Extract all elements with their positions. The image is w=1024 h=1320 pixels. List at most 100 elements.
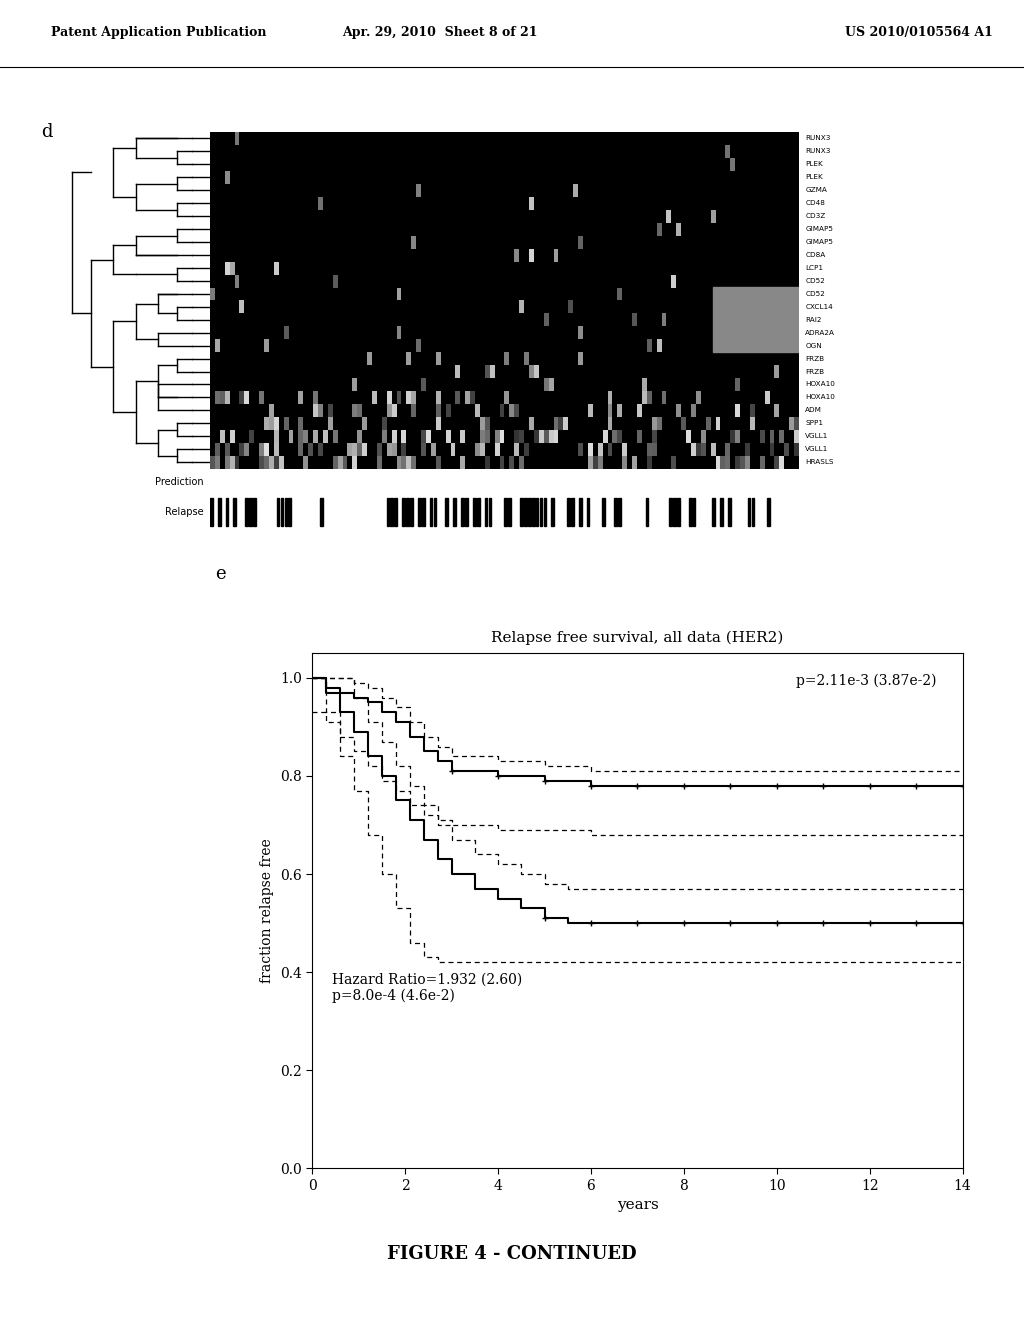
Bar <box>386 498 389 527</box>
Text: GZMA: GZMA <box>805 187 827 193</box>
Bar <box>410 498 413 527</box>
Bar <box>524 498 526 527</box>
Bar <box>571 498 573 527</box>
Bar <box>544 498 547 527</box>
Bar <box>508 498 511 527</box>
Bar <box>713 498 715 527</box>
Text: d: d <box>41 123 52 141</box>
Bar <box>618 498 621 527</box>
Bar <box>461 498 464 527</box>
Bar <box>225 498 228 527</box>
Bar <box>614 498 617 527</box>
Bar <box>587 498 590 527</box>
Bar <box>402 498 406 527</box>
Text: ADM: ADM <box>805 408 822 413</box>
Bar <box>246 498 248 527</box>
Bar <box>422 498 425 527</box>
Text: Hazard Ratio=1.932 (2.60)
p=8.0e-4 (4.6e-2): Hazard Ratio=1.932 (2.60) p=8.0e-4 (4.6e… <box>332 973 522 1003</box>
Bar <box>720 498 723 527</box>
Text: CD3Z: CD3Z <box>805 213 825 219</box>
Bar <box>551 498 554 527</box>
Bar <box>434 498 436 527</box>
Text: CD52: CD52 <box>805 290 825 297</box>
Bar <box>281 498 284 527</box>
Bar <box>473 498 476 527</box>
Bar <box>285 498 288 527</box>
Text: Relapse: Relapse <box>166 507 204 517</box>
Bar <box>484 498 487 527</box>
Bar <box>407 498 409 527</box>
Bar <box>677 498 680 527</box>
Title: Relapse free survival, all data (HER2): Relapse free survival, all data (HER2) <box>492 631 783 645</box>
Text: VGLL1: VGLL1 <box>805 446 828 453</box>
Text: VGLL1: VGLL1 <box>805 433 828 440</box>
Text: LCP1: LCP1 <box>805 265 823 271</box>
Text: SPP1: SPP1 <box>805 420 823 426</box>
Bar <box>289 498 291 527</box>
Text: FIGURE 4 - CONTINUED: FIGURE 4 - CONTINUED <box>387 1245 637 1263</box>
Text: FRZB: FRZB <box>805 355 824 362</box>
Text: Apr. 29, 2010  Sheet 8 of 21: Apr. 29, 2010 Sheet 8 of 21 <box>343 26 538 40</box>
Bar <box>218 498 220 527</box>
Text: CD8A: CD8A <box>805 252 825 257</box>
Text: HOXA10: HOXA10 <box>805 395 835 400</box>
Text: FRZB: FRZB <box>805 368 824 375</box>
Text: CXCL14: CXCL14 <box>805 304 833 310</box>
Text: CD52: CD52 <box>805 279 825 284</box>
Bar <box>528 498 530 527</box>
Bar <box>253 498 256 527</box>
Text: p=2.11e-3 (3.87e-2): p=2.11e-3 (3.87e-2) <box>796 675 937 689</box>
Bar <box>713 288 801 352</box>
X-axis label: years: years <box>616 1199 658 1212</box>
Bar <box>520 498 523 527</box>
Bar <box>692 498 695 527</box>
Text: e: e <box>215 565 225 583</box>
Text: Patent Application Publication: Patent Application Publication <box>51 26 266 40</box>
Bar <box>249 498 252 527</box>
Bar <box>531 498 535 527</box>
Bar <box>477 498 479 527</box>
Text: HOXA10: HOXA10 <box>805 381 835 388</box>
Bar <box>673 498 676 527</box>
Text: PLEK: PLEK <box>805 161 823 168</box>
Bar <box>488 498 492 527</box>
Text: US 2010/0105564 A1: US 2010/0105564 A1 <box>846 26 993 40</box>
Bar <box>540 498 543 527</box>
Bar <box>394 498 397 527</box>
Bar <box>579 498 582 527</box>
Text: ADRA2A: ADRA2A <box>805 330 836 335</box>
Bar <box>465 498 468 527</box>
Bar <box>430 498 432 527</box>
Text: Prediction: Prediction <box>156 478 204 487</box>
Bar <box>445 498 449 527</box>
Bar <box>567 498 570 527</box>
Bar <box>276 498 280 527</box>
Bar <box>670 498 672 527</box>
Bar <box>536 498 539 527</box>
Bar <box>454 498 456 527</box>
Text: CD48: CD48 <box>805 201 825 206</box>
Bar <box>767 498 770 527</box>
Bar <box>504 498 507 527</box>
Bar <box>602 498 605 527</box>
Text: PLEK: PLEK <box>805 174 823 181</box>
Text: RUNX3: RUNX3 <box>805 148 830 154</box>
Text: OGN: OGN <box>805 343 822 348</box>
Text: RUNX3: RUNX3 <box>805 136 830 141</box>
Bar <box>748 498 751 527</box>
Bar <box>210 498 213 527</box>
Bar <box>233 498 237 527</box>
Bar <box>390 498 393 527</box>
Bar <box>319 498 323 527</box>
Bar <box>418 498 421 527</box>
Bar <box>752 498 755 527</box>
Text: GIMAP5: GIMAP5 <box>805 226 834 232</box>
Text: RAI2: RAI2 <box>805 317 821 322</box>
Bar <box>645 498 648 527</box>
Y-axis label: fraction relapse free: fraction relapse free <box>260 838 274 983</box>
Bar <box>689 498 691 527</box>
Text: GIMAP5: GIMAP5 <box>805 239 834 246</box>
Text: HRASLS: HRASLS <box>805 459 834 465</box>
Bar <box>728 498 731 527</box>
